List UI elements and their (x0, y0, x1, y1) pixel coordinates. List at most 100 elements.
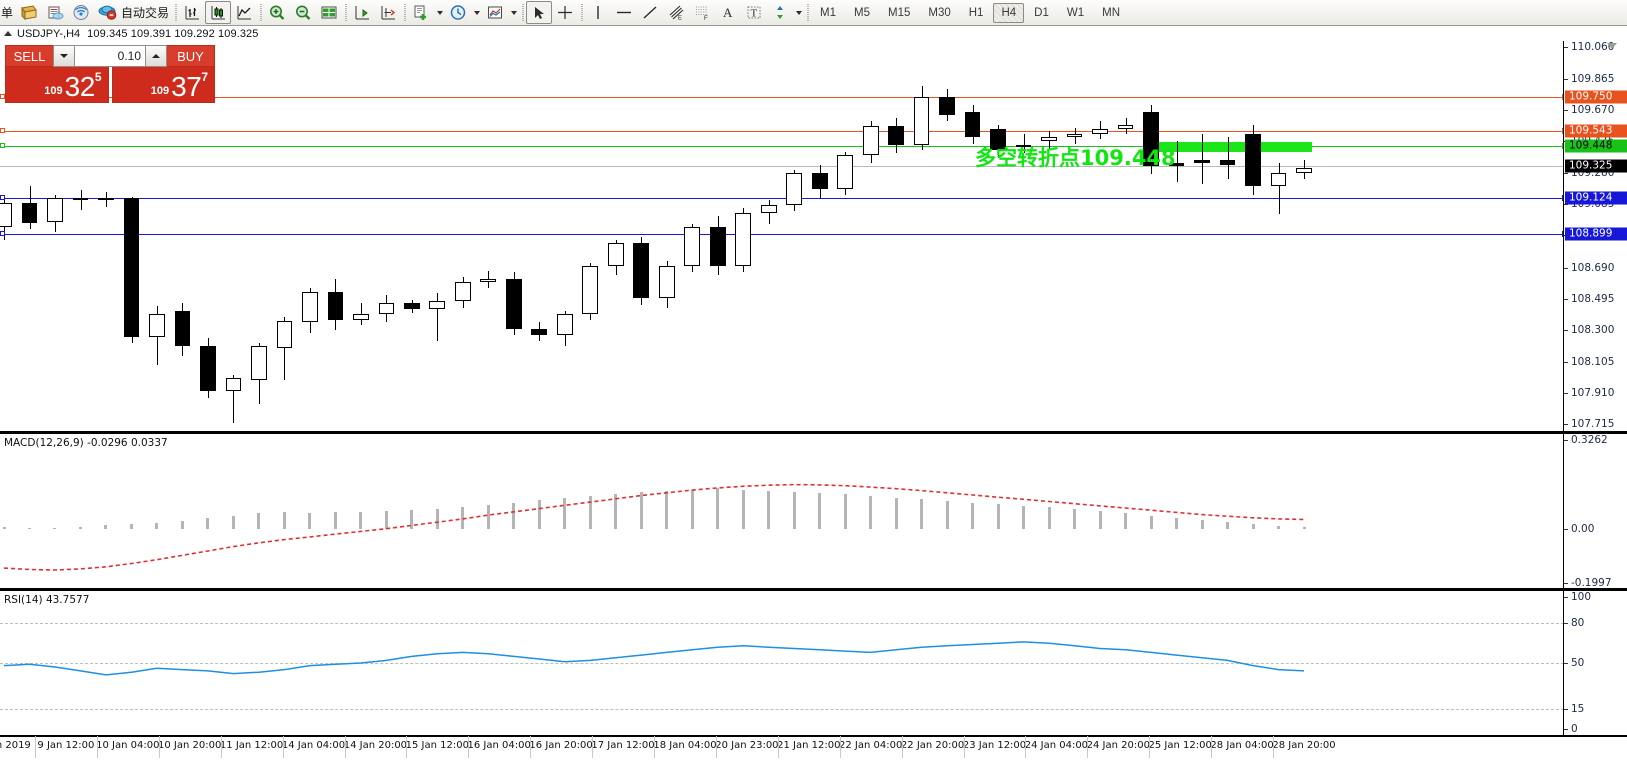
price-tag-blue[interactable]: 108.899 (1565, 227, 1627, 241)
line-chart-icon[interactable] (231, 1, 257, 24)
chart-annotation[interactable]: 多空转折点109.448 (975, 145, 1176, 170)
candle-bearish (21, 203, 38, 223)
time-tick-label: 16 Jan 20:00 (529, 740, 593, 751)
green-zone-marker[interactable] (1145, 142, 1312, 153)
time-tick-label: 28 Jan 04:00 (1210, 740, 1274, 751)
fibonacci-icon[interactable]: F (689, 1, 715, 24)
price-level-line[interactable] (0, 142, 1568, 149)
timeframe-m1[interactable]: M1 (820, 6, 837, 19)
price-tag-green[interactable]: 109.448 (1565, 139, 1627, 153)
price-level-line[interactable] (0, 165, 1564, 167)
candlestick-icon[interactable] (205, 1, 232, 24)
level-left-handle[interactable] (0, 142, 5, 148)
bar-chart-icon[interactable] (179, 1, 205, 24)
macd-axis[interactable]: 0.3262 0.00 -0.1997 (1563, 434, 1627, 589)
time-tick-separator (158, 736, 160, 758)
level-left-handle[interactable] (0, 194, 5, 200)
rsi-pane[interactable]: RSI(14) 43.7577 100 80 50 15 0 (0, 590, 1627, 736)
arrows-icon[interactable] (767, 1, 793, 24)
macd-pane[interactable]: MACD(12,26,9) -0.0296 0.0337 0.3262 0.00 -… (0, 433, 1627, 590)
text-label-icon[interactable]: A (715, 1, 741, 24)
new-template-icon[interactable] (408, 1, 434, 24)
auto-scroll-icon[interactable] (375, 1, 401, 24)
price-axis[interactable]: 110.060109.865109.670109.475109.280109.0… (1563, 41, 1627, 431)
price-pane[interactable]: 多空转折点109.448 110.060109.865109.670109.47… (0, 41, 1627, 433)
crosshair-icon[interactable] (552, 1, 578, 24)
timeframe-d1[interactable]: D1 (1034, 6, 1049, 19)
price-tag-blue[interactable]: 109.124 (1565, 191, 1627, 205)
sell-price[interactable]: 109 32 5 (5, 67, 109, 103)
candle-bullish (735, 212, 752, 266)
chevron-down-icon[interactable] (434, 2, 445, 24)
macd-plot[interactable] (0, 434, 1627, 588)
volume-increment-button[interactable] (145, 45, 167, 67)
level-left-handle[interactable] (0, 230, 5, 236)
sell-price-mid: 32 (64, 71, 96, 102)
macd-histogram-bar (971, 502, 975, 529)
zoom-out-icon[interactable] (290, 1, 316, 24)
signal-icon[interactable] (68, 1, 94, 24)
candle-bearish (709, 227, 726, 266)
price-level-line[interactable] (0, 127, 1568, 134)
volume-input[interactable]: 0.10 (75, 45, 145, 67)
scroll-indicator-icon[interactable] (1607, 43, 1617, 49)
zoom-in-icon[interactable] (264, 1, 290, 24)
macd-histogram-bar (359, 512, 363, 529)
macd-signal-line (3, 483, 1305, 571)
equidistant-channel-icon[interactable]: E (663, 1, 689, 24)
timeframe-mn[interactable]: MN (1102, 6, 1120, 19)
indicator-list-icon[interactable] (482, 1, 508, 24)
collapse-triangle-icon[interactable] (4, 31, 12, 36)
autotrading-icon[interactable] (94, 1, 120, 24)
rsi-axis[interactable]: 100 80 50 15 0 (1563, 591, 1627, 735)
timeframe-m30[interactable]: M30 (928, 6, 951, 19)
level-left-handle[interactable] (0, 94, 5, 100)
price-tick-label: 109.865 (1564, 73, 1614, 85)
vline-icon[interactable] (585, 1, 611, 24)
tile-windows-icon[interactable] (316, 1, 342, 24)
text-icon[interactable]: T (741, 1, 767, 24)
price-tag-black[interactable]: 109.325 (1565, 159, 1627, 172)
price-tag-orange[interactable]: 109.543 (1565, 124, 1627, 137)
period-separator-icon[interactable] (445, 1, 471, 24)
rsi-plot[interactable] (0, 591, 1627, 735)
autotrading-label[interactable]: 自动交易 (121, 6, 170, 20)
chart-shift-icon[interactable] (349, 1, 375, 24)
candle-bullish (353, 314, 369, 321)
price-tick-label: 107.715 (1564, 418, 1614, 430)
candle-bullish (378, 302, 395, 315)
time-tick-separator (963, 736, 965, 758)
print-preview-icon[interactable] (42, 1, 68, 24)
cursor-icon[interactable] (526, 1, 553, 24)
level-left-handle[interactable] (0, 127, 5, 133)
buy-price-sup: 7 (201, 70, 208, 84)
price-plot[interactable]: 多空转折点109.448 (0, 41, 1627, 431)
macd-histogram-bar (588, 496, 592, 529)
wallet-icon[interactable] (16, 1, 42, 24)
chart-area[interactable]: 多空转折点109.448 110.060109.865109.670109.47… (0, 41, 1627, 775)
timeframe-h1[interactable]: H1 (968, 6, 984, 19)
buy-button[interactable]: BUY (167, 45, 215, 67)
candle-bullish (1066, 134, 1083, 138)
price-tag-orange[interactable]: 109.750 (1565, 90, 1627, 104)
buy-price[interactable]: 109 37 7 (111, 67, 215, 103)
timeframe-w1[interactable]: W1 (1066, 6, 1085, 19)
macd-histogram-bar (1022, 505, 1026, 529)
price-level-line[interactable] (0, 194, 1568, 201)
volume-decrement-button[interactable] (53, 45, 75, 67)
timeframe-h4[interactable]: H4 (993, 2, 1025, 23)
chevron-down-icon[interactable] (508, 2, 519, 24)
macd-histogram-bar (1277, 525, 1280, 529)
chevron-down-icon[interactable] (793, 2, 804, 24)
chevron-down-icon[interactable] (471, 2, 482, 24)
price-level-line[interactable] (0, 230, 1568, 237)
timeframe-m5[interactable]: M5 (854, 6, 870, 19)
timeframe-m15[interactable]: M15 (888, 6, 911, 19)
time-tick-label: 11 Jan 12:00 (219, 740, 284, 751)
price-level-line[interactable] (0, 94, 1568, 101)
trendline-icon[interactable] (637, 1, 663, 24)
sell-button[interactable]: SELL (5, 45, 53, 67)
macd-histogram-bar (257, 513, 261, 529)
hline-icon[interactable] (611, 1, 637, 24)
